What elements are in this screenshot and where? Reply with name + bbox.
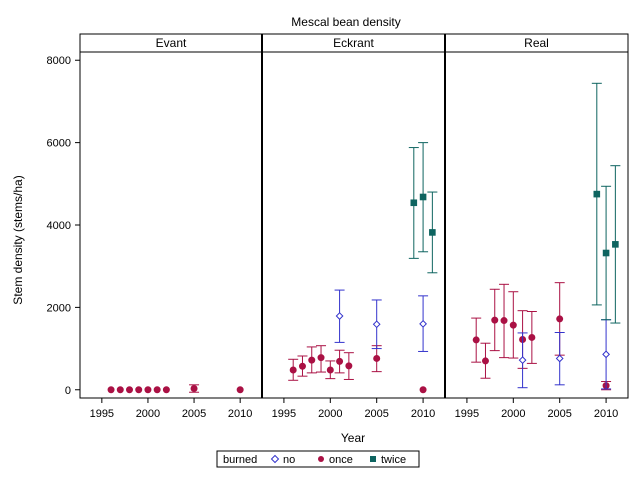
x-tick-label: 2010 — [594, 408, 618, 420]
x-tick-label: 1995 — [272, 408, 296, 420]
series-no — [334, 289, 429, 352]
x-tick-label: 1995 — [455, 408, 479, 420]
data-point-once — [116, 386, 124, 394]
panel-header-label: Real — [524, 36, 549, 50]
y-tick-label: 4000 — [47, 220, 71, 232]
data-point-twice — [602, 249, 610, 257]
data-point-once — [509, 321, 517, 329]
y-tick-label: 0 — [65, 385, 71, 397]
y-tick-label: 8000 — [47, 55, 71, 67]
data-point-once — [317, 354, 325, 362]
data-point-once — [236, 386, 244, 394]
data-point-no — [419, 319, 427, 328]
x-tick-label: 2010 — [228, 408, 252, 420]
data-point-no — [518, 356, 527, 365]
data-point-no — [335, 312, 344, 320]
data-point-once — [162, 386, 170, 394]
data-point-once — [472, 336, 480, 344]
y-axis-label: Stem density (stems/ha) — [11, 175, 25, 304]
y-tick-label: 2000 — [47, 302, 71, 314]
x-tick-label: 1995 — [90, 408, 114, 420]
data-point-once — [308, 356, 316, 364]
series-twice — [591, 82, 621, 324]
data-point-no — [372, 320, 381, 329]
panel-frame — [261, 51, 446, 399]
data-point-once — [556, 315, 564, 323]
series-once — [288, 345, 427, 394]
series-twice — [408, 142, 438, 274]
chart-title: Mescal bean density — [291, 15, 400, 29]
x-tick-label: 2000 — [136, 408, 160, 420]
legend-label: no — [283, 454, 295, 466]
panel-eckrant: Eckrant 1995 2000 2005 2010 — [261, 33, 446, 420]
legend-title: burned — [223, 454, 257, 466]
data-point-twice — [419, 193, 427, 201]
panel-evant: Evant 1995 2000 2005 2010 — [79, 33, 263, 420]
x-tick-label: 2005 — [547, 408, 571, 420]
data-point-twice — [429, 229, 436, 236]
data-point-twice — [410, 199, 418, 207]
data-point-once — [153, 386, 161, 394]
x-tick-label: 2000 — [501, 408, 525, 420]
data-point-once — [190, 385, 198, 393]
panel-frame — [79, 51, 263, 399]
x-tick-label: 2005 — [364, 408, 388, 420]
series-no — [517, 319, 612, 390]
data-point-once — [144, 386, 152, 394]
x-axis-label: Year — [341, 431, 365, 445]
x-tick-label: 2010 — [411, 408, 435, 420]
data-point-once — [345, 362, 353, 370]
data-point-once — [373, 354, 381, 362]
panel-header-label: Eckrant — [333, 36, 374, 50]
data-point-once — [298, 362, 306, 370]
y-tick-label: 6000 — [47, 138, 71, 150]
data-point-once — [336, 357, 344, 365]
x-tick-label: 2000 — [318, 408, 342, 420]
data-point-no — [555, 354, 564, 363]
data-point-once — [126, 386, 133, 394]
panel-frame — [444, 51, 629, 399]
data-point-twice — [593, 190, 601, 198]
legend-marker — [270, 454, 280, 464]
data-point-once — [289, 366, 297, 374]
data-point-once — [528, 333, 536, 341]
data-point-once — [419, 386, 427, 394]
panel-real: Real 1995 2000 2005 2010 — [444, 33, 629, 420]
y-axis: 0 2000 4000 6000 8000 — [47, 55, 80, 397]
legend-entry-no: no — [270, 454, 295, 466]
series-once — [471, 282, 612, 391]
data-point-once — [491, 316, 499, 324]
data-point-once — [326, 366, 334, 374]
legend-entry-twice: twice — [370, 454, 406, 466]
legend: burned no once twice — [216, 450, 420, 468]
legend-marker — [370, 456, 376, 462]
legend-entry-once: once — [318, 454, 353, 466]
data-point-no — [602, 350, 610, 359]
data-point-once — [481, 357, 489, 365]
series-once — [107, 384, 244, 394]
data-point-twice — [612, 241, 619, 248]
legend-marker — [318, 456, 324, 462]
legend-label: twice — [381, 454, 406, 466]
panel-header-label: Evant — [156, 36, 187, 50]
legend-label: once — [329, 454, 353, 466]
data-point-once — [107, 386, 115, 394]
data-point-once — [500, 317, 508, 325]
data-point-once — [135, 386, 143, 394]
x-tick-label: 2005 — [182, 408, 206, 420]
